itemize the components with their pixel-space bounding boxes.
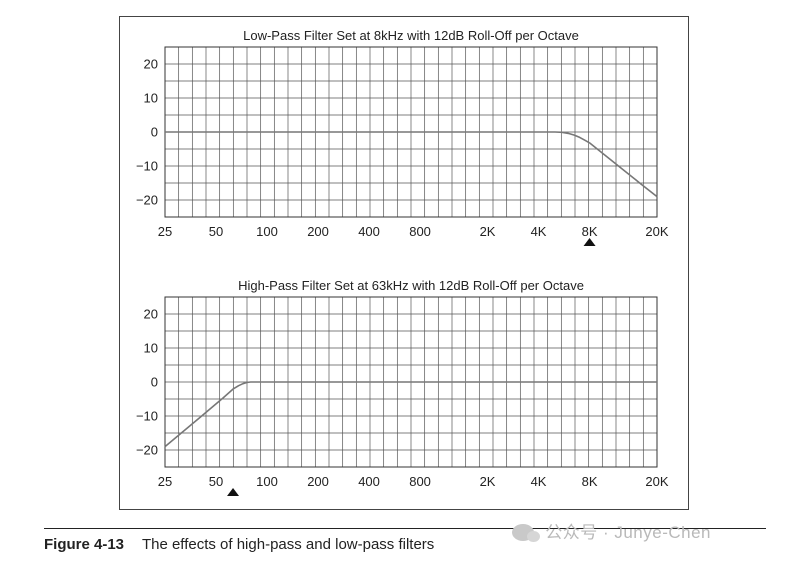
y-tick-label: 20 bbox=[144, 307, 158, 322]
x-tick-label: 100 bbox=[256, 474, 278, 489]
y-tick-label: 0 bbox=[151, 375, 158, 390]
x-tick-label: 4K bbox=[531, 224, 547, 239]
x-tick-label: 25 bbox=[158, 224, 172, 239]
wechat-icon bbox=[512, 524, 540, 542]
x-tick-label: 200 bbox=[307, 224, 329, 239]
x-tick-label: 400 bbox=[358, 224, 380, 239]
chart-low-pass: Low-Pass Filter Set at 8kHz with 12dB Ro… bbox=[136, 28, 669, 246]
x-tick-label: 25 bbox=[158, 474, 172, 489]
watermark-text: 公众号 · Junye-Chen bbox=[545, 523, 712, 542]
y-tick-label: 0 bbox=[151, 125, 158, 140]
y-tick-label: 10 bbox=[144, 341, 158, 356]
y-tick-label: 20 bbox=[144, 57, 158, 72]
figure-caption: Figure 4-13 The effects of high-pass and… bbox=[44, 536, 434, 553]
figure-caption-text: The effects of high-pass and low-pass fi… bbox=[141, 536, 435, 553]
filter-frequency-marker bbox=[583, 238, 596, 246]
x-tick-label: 100 bbox=[256, 224, 278, 239]
series-line bbox=[164, 381, 657, 448]
x-tick-label: 800 bbox=[409, 474, 431, 489]
y-tick-label: −10 bbox=[136, 159, 158, 174]
charts-svg: Low-Pass Filter Set at 8kHz with 12dB Ro… bbox=[136, 28, 669, 496]
filter-frequency-marker bbox=[227, 488, 240, 496]
x-tick-label: 8K bbox=[582, 474, 598, 489]
y-tick-label: −20 bbox=[136, 443, 158, 458]
chart-title: High-Pass Filter Set at 63kHz with 12dB … bbox=[238, 278, 584, 293]
series-line bbox=[165, 131, 658, 198]
figure-label: Figure 4-13 bbox=[44, 536, 125, 553]
y-tick-label: −10 bbox=[136, 409, 158, 424]
x-tick-label: 2K bbox=[480, 224, 496, 239]
x-tick-label: 400 bbox=[358, 474, 380, 489]
x-tick-label: 20K bbox=[645, 474, 668, 489]
x-tick-label: 200 bbox=[307, 474, 329, 489]
caption-rule bbox=[44, 528, 766, 529]
chart-high-pass: High-Pass Filter Set at 63kHz with 12dB … bbox=[136, 278, 669, 496]
x-tick-label: 8K bbox=[582, 224, 598, 239]
y-tick-label: −20 bbox=[136, 193, 158, 208]
x-tick-label: 50 bbox=[209, 474, 223, 489]
chart-title: Low-Pass Filter Set at 8kHz with 12dB Ro… bbox=[243, 28, 579, 43]
x-tick-label: 20K bbox=[645, 224, 668, 239]
x-tick-label: 2K bbox=[480, 474, 496, 489]
x-tick-label: 50 bbox=[209, 224, 223, 239]
x-tick-label: 4K bbox=[531, 474, 547, 489]
watermark: 公众号 · Junye-Chen bbox=[512, 518, 711, 543]
y-tick-label: 10 bbox=[144, 91, 158, 106]
x-tick-label: 800 bbox=[409, 224, 431, 239]
figure-frame: Low-Pass Filter Set at 8kHz with 12dB Ro… bbox=[119, 16, 689, 510]
